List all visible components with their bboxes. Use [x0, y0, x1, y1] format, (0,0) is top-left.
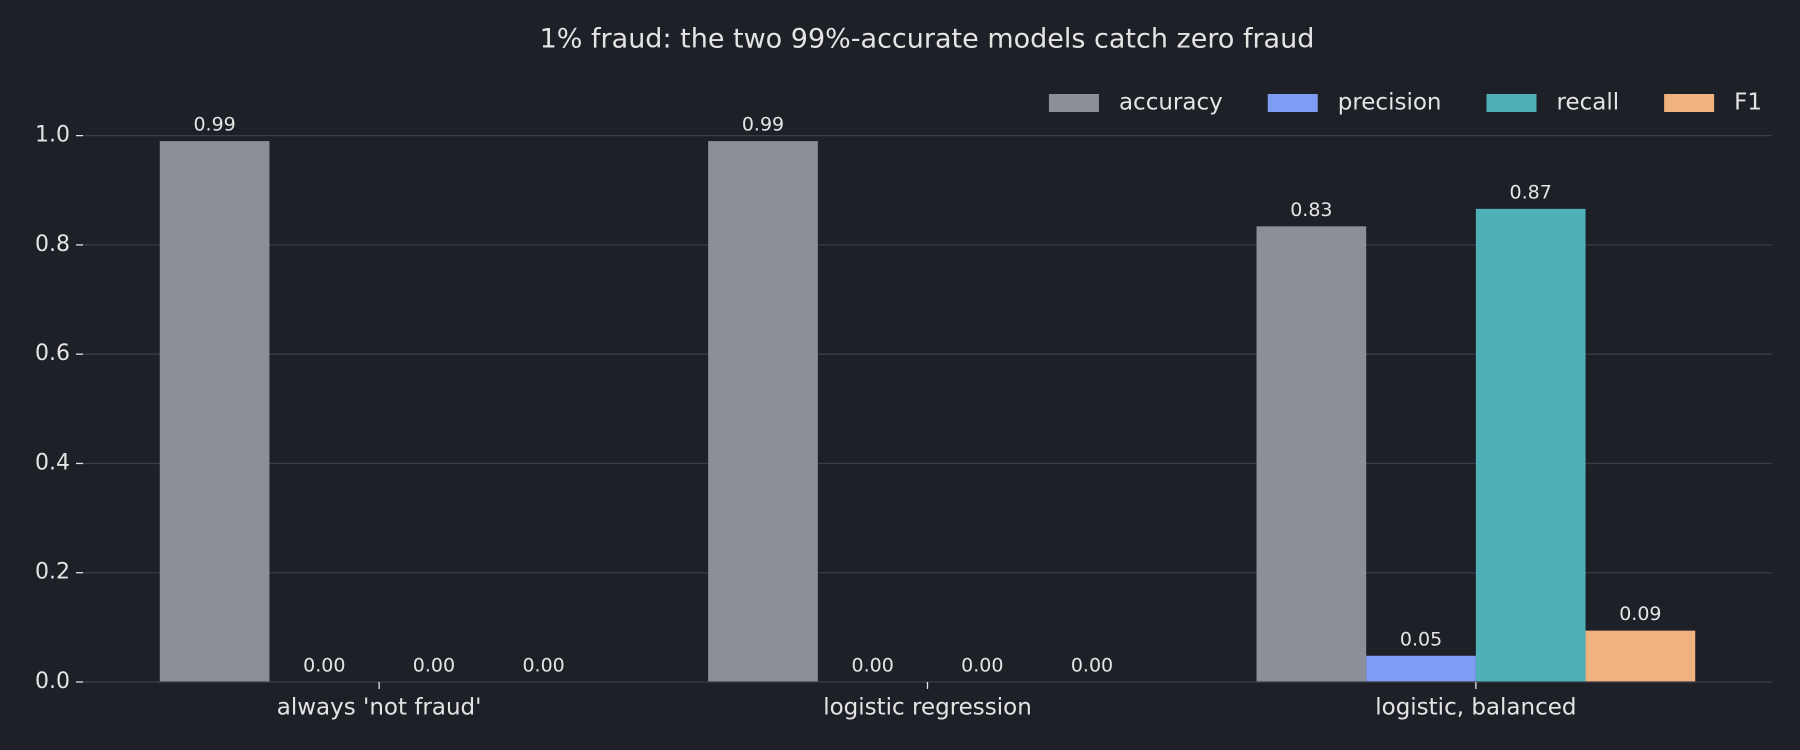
x-tick-label: logistic regression [823, 695, 1032, 721]
legend-label: precision [1338, 90, 1442, 116]
value-label: 0.00 [522, 655, 564, 677]
bar [159, 141, 270, 683]
x-tick-label: always 'not fraud' [277, 695, 482, 721]
legend-swatch [1486, 94, 1537, 112]
y-tick-label: 0.2 [35, 560, 70, 585]
y-tick-label: 0.4 [35, 450, 70, 475]
legend-swatch [1267, 94, 1318, 112]
value-label: 0.09 [1619, 603, 1661, 625]
value-label: 0.00 [1071, 655, 1113, 677]
legend-label: accuracy [1119, 90, 1223, 116]
bar [1366, 655, 1476, 682]
legend-swatch [1048, 94, 1099, 112]
value-label: 0.87 [1510, 181, 1552, 203]
value-label: 0.00 [413, 655, 455, 677]
chart-title: 1% fraud: the two 99%-accurate models ca… [540, 24, 1315, 55]
legend-label: F1 [1734, 90, 1762, 116]
value-label: 0.00 [961, 655, 1003, 677]
bar [1256, 226, 1367, 682]
value-label: 0.99 [742, 114, 784, 136]
legend-label: recall [1557, 90, 1620, 116]
y-tick-label: 0.8 [35, 232, 70, 257]
value-label: 0.05 [1400, 628, 1442, 650]
legend-swatch [1664, 94, 1715, 112]
value-label: 0.83 [1290, 199, 1332, 221]
y-tick-label: 0.0 [35, 669, 70, 694]
value-label: 0.00 [303, 655, 345, 677]
bar [1475, 208, 1586, 682]
value-label: 0.99 [193, 114, 235, 136]
y-tick-label: 1.0 [35, 123, 70, 148]
bar [1585, 630, 1696, 682]
value-label: 0.00 [852, 655, 894, 677]
y-tick-label: 0.6 [35, 341, 70, 366]
bar [708, 141, 818, 683]
x-tick-label: logistic, balanced [1375, 695, 1576, 721]
